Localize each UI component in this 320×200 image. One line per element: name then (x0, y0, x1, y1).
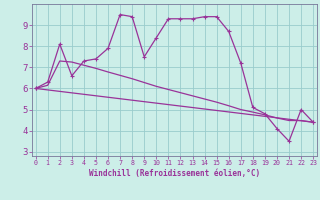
X-axis label: Windchill (Refroidissement éolien,°C): Windchill (Refroidissement éolien,°C) (89, 169, 260, 178)
